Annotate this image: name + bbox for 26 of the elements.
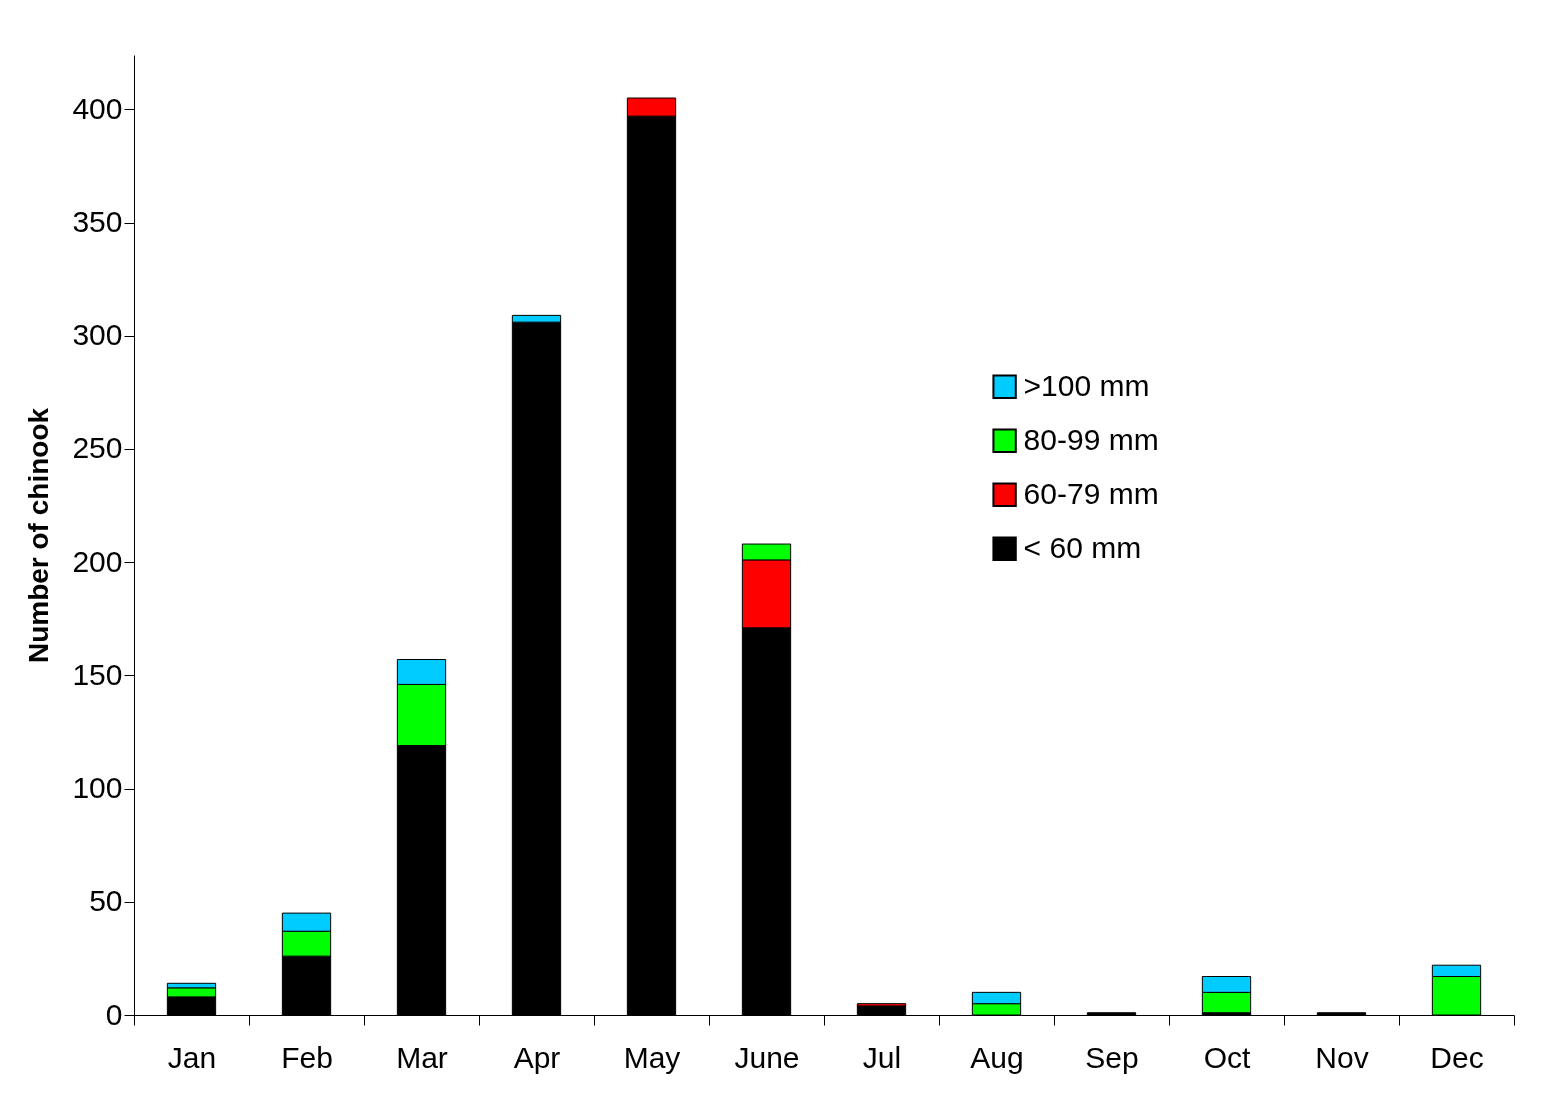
legend-label: >100 mm	[1023, 368, 1150, 402]
y-tick-label: 200	[72, 544, 123, 578]
y-tick-label: 0	[105, 997, 123, 1031]
x-tick-label: Aug	[970, 1040, 1024, 1074]
y-tick-label: 400	[72, 91, 123, 125]
y-tick-label: 250	[72, 431, 123, 465]
x-tick-label: Mar	[396, 1040, 448, 1074]
x-tick-label: Apr	[513, 1040, 561, 1074]
y-tick-label: 300	[72, 318, 123, 352]
x-tick-label: Oct	[1203, 1040, 1251, 1074]
y-tick-label: 150	[72, 657, 123, 691]
x-tick-label: Dec	[1430, 1040, 1484, 1074]
x-tick-label: Feb	[281, 1040, 333, 1074]
y-tick-label: 100	[72, 771, 123, 805]
x-tick-label: Jan	[167, 1040, 217, 1074]
x-tick-label: Nov	[1315, 1040, 1369, 1074]
legend-label: < 60 mm	[1023, 530, 1142, 564]
x-tick-label: Sep	[1085, 1040, 1139, 1074]
y-axis-title: Number of chinook	[23, 407, 55, 664]
y-tick-label: 350	[72, 205, 123, 239]
legend-label: 80-99 mm	[1023, 422, 1159, 456]
x-tick-label: Jul	[862, 1040, 902, 1074]
x-tick-label: May	[623, 1040, 681, 1074]
legend-label: 60-79 mm	[1023, 476, 1159, 510]
y-tick-label: 50	[89, 884, 123, 918]
x-tick-label: June	[734, 1040, 800, 1074]
